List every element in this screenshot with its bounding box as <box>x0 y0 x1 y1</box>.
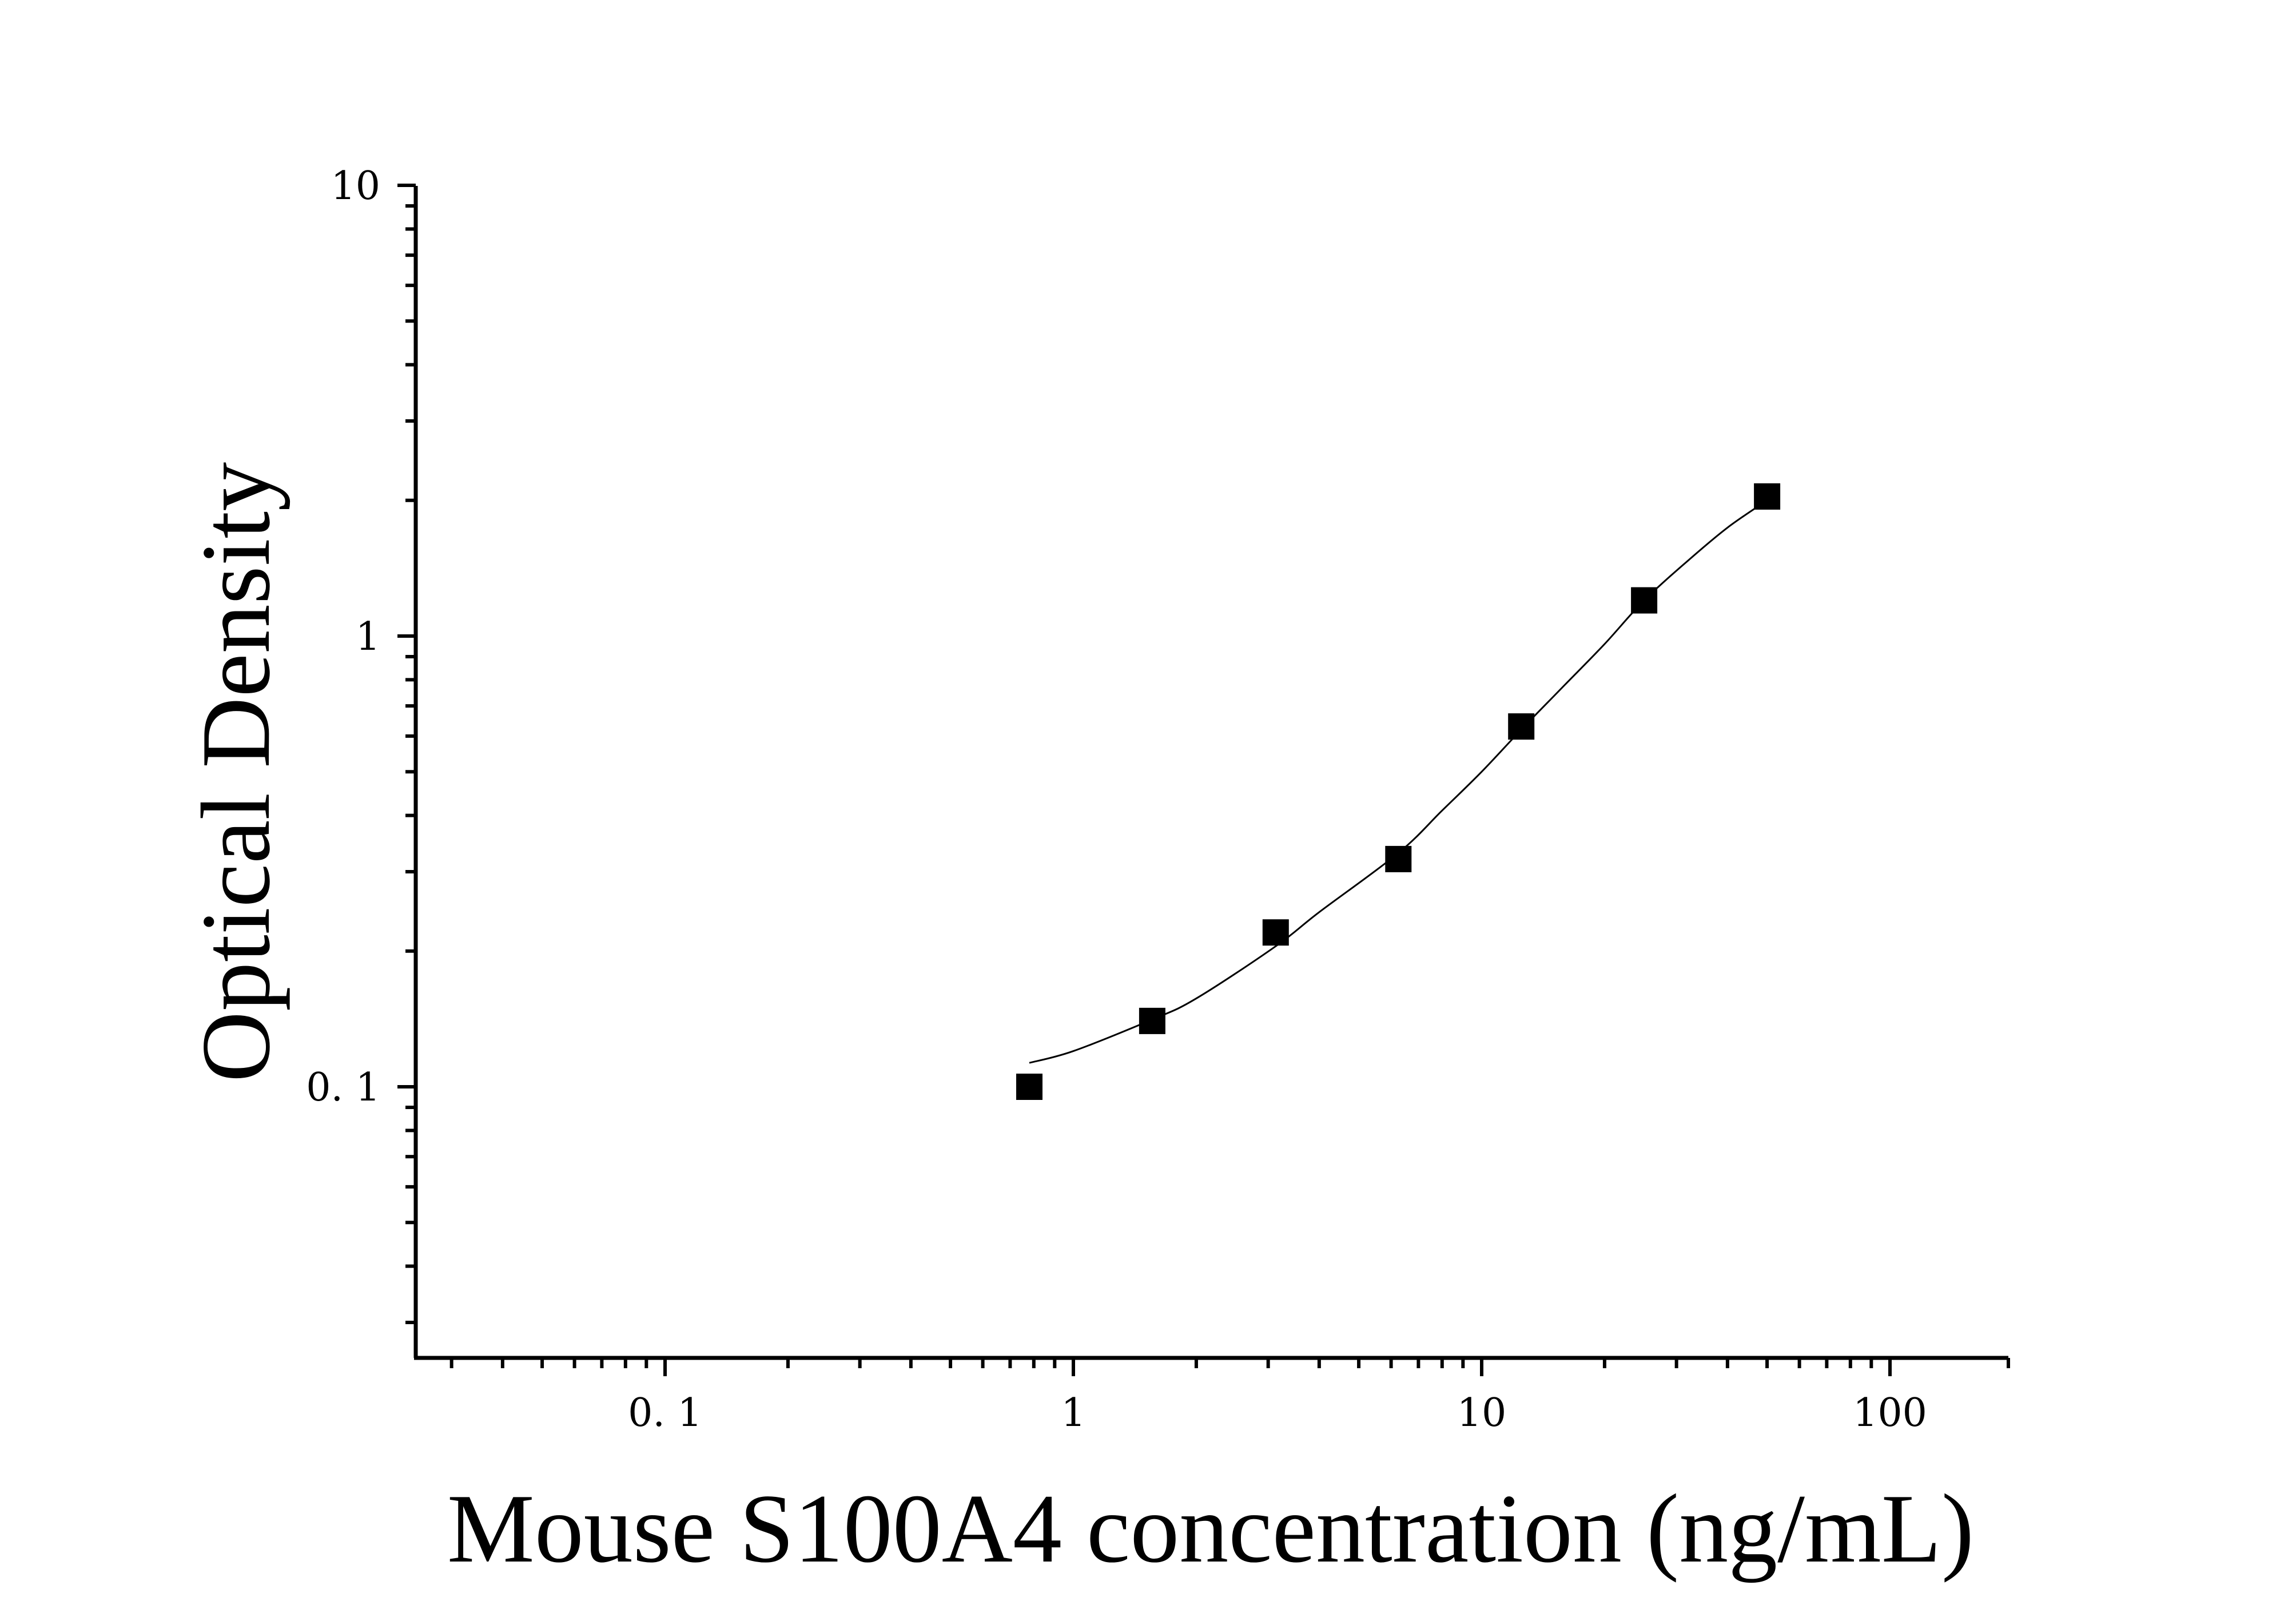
axes <box>413 186 2008 1360</box>
x-tick-label: 100 <box>1853 1391 1927 1436</box>
tick-labels: 0. 1 1 10 100 0. 1 1 10 <box>306 164 1927 1436</box>
data-point-marker <box>1385 845 1412 872</box>
x-axis-title: Mouse S100A4 concentration (ng/mL) <box>447 1475 1974 1583</box>
fitted-curve-group <box>1029 499 1768 1064</box>
y-tick-label: 10 <box>331 164 380 209</box>
y-axis-title: Optical Density <box>182 462 291 1082</box>
data-point-marker <box>1508 713 1535 740</box>
data-point-marker <box>1262 919 1289 946</box>
fitted-curve-line <box>1029 499 1768 1064</box>
data-point-marker <box>1631 587 1658 614</box>
y-tick-label: 1 <box>356 614 380 660</box>
data-point-marker <box>1754 483 1781 510</box>
data-point-marker <box>1016 1074 1042 1100</box>
y-tick-label: 0. 1 <box>306 1065 380 1110</box>
x-tick-label: 1 <box>1061 1391 1085 1436</box>
x-tick-label: 0. 1 <box>628 1391 702 1436</box>
data-points <box>1016 483 1781 1100</box>
x-tick-label: 10 <box>1457 1391 1507 1436</box>
data-point-marker <box>1139 1007 1165 1034</box>
ticks <box>397 184 2010 1376</box>
